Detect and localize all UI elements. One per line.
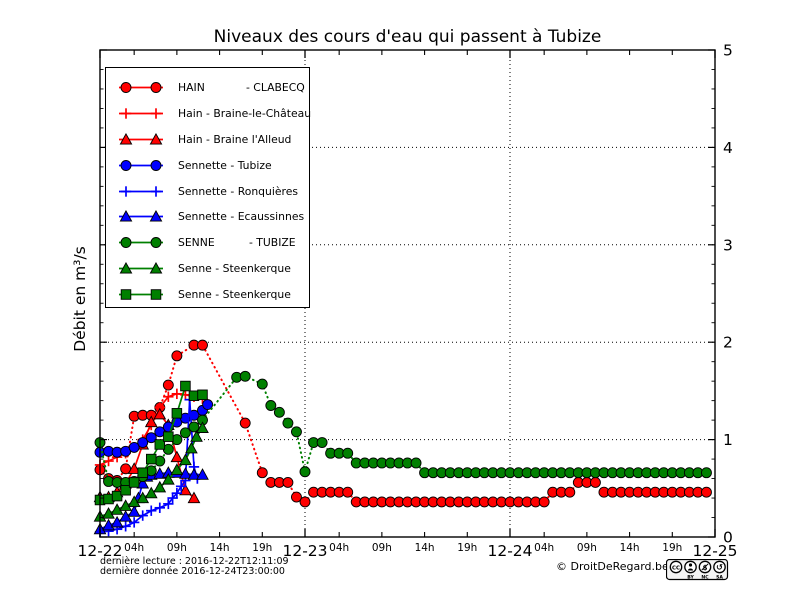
legend-marker-triangle [119, 261, 163, 274]
svg-text:04h: 04h [124, 542, 144, 554]
series-senne-steenkerque-amont [93, 421, 209, 522]
legend-marker-triangle [119, 210, 163, 222]
legend-label: Sennette - Ecaussinnes [178, 210, 305, 224]
svg-text:0: 0 [723, 529, 733, 547]
legend-item-sennette-ecaussinnes: Sennette - Ecaussinnes [117, 204, 309, 230]
svg-text:04h: 04h [329, 542, 349, 554]
svg-text:14h: 14h [620, 542, 640, 554]
legend-marker-plus [119, 185, 163, 197]
svg-text:↺: ↺ [716, 562, 723, 572]
svg-text:14h: 14h [210, 542, 230, 554]
svg-text:19h: 19h [662, 542, 682, 554]
legend-item-senne-steenkerque: Senne - Steenkerque [117, 256, 309, 282]
legend-label: Hain - Braine l'Alleud [178, 132, 292, 146]
legend-marker-circle [119, 237, 163, 249]
svg-text:CC: CC [672, 565, 680, 571]
legend-item-sennette-ronqui-res: Sennette - Ronquières [117, 178, 309, 204]
legend-label: SENNE - TUBIZE [178, 236, 296, 250]
legend-item-senne-steenkerque: Senne - Steenkerque [117, 281, 309, 307]
axis-tick-labels: 04h 09h 14h 19h 04h 09h 14h 19h 04h 09h 14h 19h 12-2… [77, 42, 737, 561]
legend-marker-plus [119, 108, 163, 119]
svg-text:12-23: 12-23 [282, 542, 327, 560]
svg-text:5: 5 [723, 42, 733, 60]
legend-item-hain-braine-l-alleud: Hain - Braine l'Alleud [117, 127, 309, 153]
legend-label: Sennette - Ronquières [178, 184, 298, 198]
legend-label: Senne - Steenkerque [178, 261, 291, 275]
svg-text:3: 3 [723, 236, 733, 254]
cc-license-badge: CC $ ↺ BY NC SA [666, 559, 729, 581]
y-axis-label: Débit en m³/s [71, 246, 89, 352]
legend-item-hain-braine-le-ch-teau: Hain - Braine-le-Château [117, 101, 312, 127]
svg-text:4: 4 [723, 139, 733, 157]
series-sennette-tubize [94, 399, 214, 458]
svg-text:04h: 04h [534, 542, 554, 554]
legend-item-sennette-tubize: Sennette - Tubize [117, 152, 309, 178]
plot-border [99, 49, 716, 538]
legend-marker-triangle [119, 132, 163, 145]
svg-text:19h: 19h [457, 542, 477, 554]
legend: HAIN - CLABECQ Hain - Braine-le-Château Ha… [105, 67, 312, 308]
svg-text:12-25: 12-25 [692, 542, 737, 560]
last-data-text: dernière donnée 2016-12-24T23:00:00 [100, 566, 285, 577]
chart-title: Niveaux des cours d'eau qui passent à Tu… [213, 27, 602, 47]
legend-label: HAIN - CLABECQ [178, 81, 305, 95]
legend-label: Senne - Steenkerque [178, 287, 291, 301]
series-hain-clabecq [94, 339, 712, 508]
svg-text:19h: 19h [252, 542, 272, 554]
svg-text:14h: 14h [415, 542, 435, 554]
series-senne-tubize [94, 370, 712, 488]
svg-text:09h: 09h [372, 542, 392, 554]
svg-text:09h: 09h [167, 542, 187, 554]
legend-marker-circle [119, 159, 163, 171]
legend-label: Hain - Braine-le-Château [178, 107, 312, 121]
legend-item-hain-clabecq: HAIN - CLABECQ [117, 75, 309, 101]
svg-text:1: 1 [723, 431, 733, 449]
svg-text:BY: BY [687, 575, 694, 581]
svg-text:NC: NC [701, 575, 709, 581]
svg-text:$: $ [703, 564, 708, 572]
gridlines [100, 50, 715, 537]
copyright-text: © DroitDeRegard.be [556, 560, 669, 573]
axis-ticks [99, 49, 716, 538]
legend-item-senne-tubize: SENNE - TUBIZE [117, 230, 309, 256]
legend-marker-square [119, 289, 163, 300]
legend-marker-circle [119, 82, 163, 94]
svg-text:SA: SA [716, 575, 723, 581]
svg-text:12-22: 12-22 [77, 542, 122, 560]
last-reading-text: dernière lecture : 2016-12-22T12:11:09 [100, 556, 289, 567]
legend-label: Sennette - Tubize [178, 158, 272, 172]
svg-text:09h: 09h [577, 542, 597, 554]
svg-text:2: 2 [723, 334, 733, 352]
svg-text:12-24: 12-24 [487, 542, 532, 560]
